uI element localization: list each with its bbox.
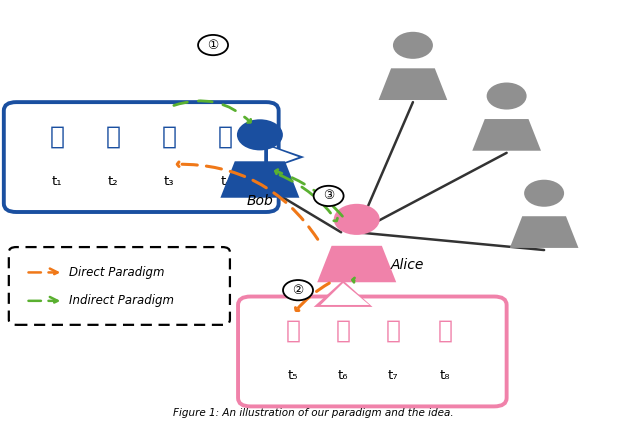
Text: Indirect Paradigm: Indirect Paradigm bbox=[69, 294, 175, 307]
Text: 👜: 👜 bbox=[438, 319, 453, 343]
Text: 📱: 📱 bbox=[386, 319, 401, 343]
FancyArrowPatch shape bbox=[280, 175, 337, 221]
Polygon shape bbox=[268, 146, 299, 168]
Text: t₃: t₃ bbox=[164, 175, 175, 188]
Text: Alice: Alice bbox=[391, 258, 424, 272]
Text: 👠: 👠 bbox=[336, 319, 351, 343]
Text: t₆: t₆ bbox=[338, 369, 348, 382]
Text: t₄: t₄ bbox=[220, 175, 231, 188]
Polygon shape bbox=[510, 216, 578, 248]
Text: ①: ① bbox=[207, 39, 218, 52]
FancyBboxPatch shape bbox=[238, 296, 506, 406]
FancyArrowPatch shape bbox=[275, 170, 342, 216]
Polygon shape bbox=[319, 283, 367, 305]
Text: 🎧: 🎧 bbox=[49, 125, 64, 148]
Text: Bob: Bob bbox=[247, 195, 274, 209]
FancyArrowPatch shape bbox=[177, 162, 318, 239]
Circle shape bbox=[524, 180, 564, 207]
Polygon shape bbox=[266, 146, 299, 168]
Polygon shape bbox=[379, 68, 448, 100]
Polygon shape bbox=[472, 119, 541, 151]
Text: 🏀: 🏀 bbox=[218, 125, 233, 148]
Circle shape bbox=[334, 204, 380, 235]
Circle shape bbox=[486, 83, 526, 109]
Text: ②: ② bbox=[292, 284, 304, 297]
Circle shape bbox=[198, 35, 228, 55]
Text: Direct Paradigm: Direct Paradigm bbox=[69, 266, 165, 279]
Circle shape bbox=[283, 280, 313, 300]
Text: t₇: t₇ bbox=[387, 369, 398, 382]
FancyBboxPatch shape bbox=[9, 247, 230, 325]
Circle shape bbox=[314, 186, 344, 206]
Text: t₂: t₂ bbox=[108, 175, 118, 188]
FancyArrowPatch shape bbox=[352, 278, 354, 282]
Circle shape bbox=[393, 32, 433, 59]
FancyArrowPatch shape bbox=[295, 283, 329, 310]
FancyBboxPatch shape bbox=[4, 102, 279, 212]
Text: t₈: t₈ bbox=[440, 369, 451, 382]
Circle shape bbox=[237, 119, 283, 151]
Text: ③: ③ bbox=[323, 190, 334, 202]
FancyArrowPatch shape bbox=[174, 101, 250, 123]
Polygon shape bbox=[317, 246, 396, 282]
Polygon shape bbox=[321, 283, 369, 305]
Text: 🏸: 🏸 bbox=[285, 319, 300, 343]
Text: t₁: t₁ bbox=[52, 175, 62, 188]
Text: Figure 1: An illustration of our paradigm and the idea.: Figure 1: An illustration of our paradig… bbox=[173, 408, 453, 418]
Text: 🖥: 🖥 bbox=[106, 125, 121, 148]
Polygon shape bbox=[220, 161, 299, 198]
Text: t₅: t₅ bbox=[288, 369, 298, 382]
Text: 👟: 👟 bbox=[162, 125, 177, 148]
